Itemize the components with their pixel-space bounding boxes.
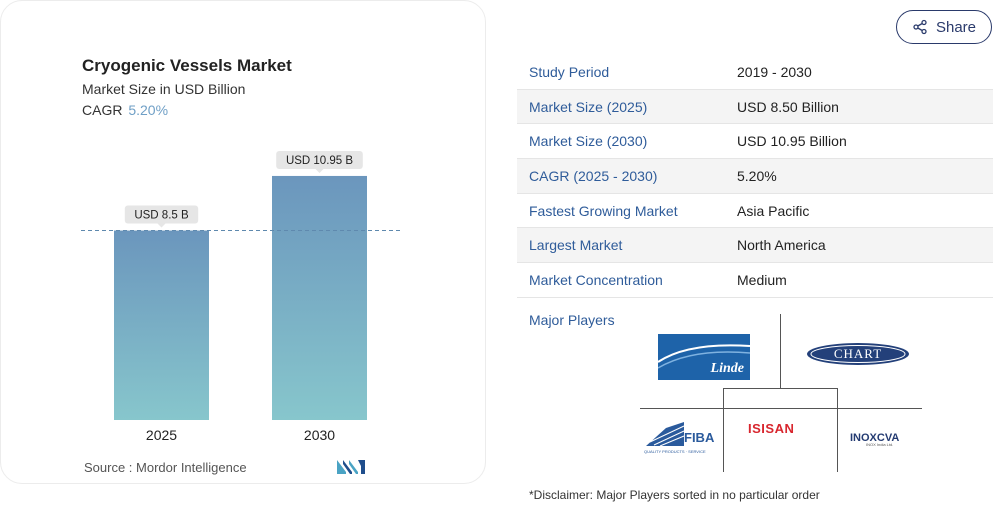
info-value: 2019 - 2030 bbox=[737, 63, 812, 80]
info-row-market-size-2025: Market Size (2025) USD 8.50 Billion bbox=[517, 89, 993, 125]
info-row-fastest-growing: Fastest Growing Market Asia Pacific bbox=[517, 194, 993, 229]
share-label: Share bbox=[935, 18, 977, 36]
info-key: Fastest Growing Market bbox=[529, 202, 678, 219]
divider bbox=[837, 388, 838, 472]
chart-subtitle: Market Size in USD Billion bbox=[82, 81, 246, 97]
disclaimer: *Disclaimer: Major Players sorted in no … bbox=[529, 488, 820, 502]
divider bbox=[780, 314, 781, 388]
fiba-logo-text: FIBA bbox=[684, 430, 715, 445]
chart-cagr: CAGR 5.20% bbox=[82, 102, 168, 118]
inoxcva-logo-subtext: INOX India Ltd. bbox=[866, 442, 894, 447]
divider bbox=[640, 408, 922, 409]
fiba-logo-subtext: QUALITY PRODUCTS · SERVICE bbox=[644, 449, 706, 454]
chart-logo-text: CHART bbox=[833, 346, 883, 361]
svg-text:USD 10.95 B: USD 10.95 B bbox=[286, 155, 353, 167]
chart-logo-icon bbox=[807, 343, 909, 365]
divider bbox=[723, 388, 838, 389]
inoxcva-logo-text: INOXCVA bbox=[850, 432, 900, 444]
share-icon bbox=[913, 19, 927, 35]
info-key: Largest Market bbox=[529, 237, 623, 254]
data-label-2030: USD 10.95 B bbox=[276, 150, 363, 173]
info-row-market-size-2030: Market Size (2030) USD 10.95 Billion bbox=[517, 124, 993, 160]
chart-source: Source : Mordor Intelligence bbox=[84, 460, 247, 475]
svg-text:USD 8.5 B: USD 8.5 B bbox=[134, 210, 189, 222]
chart-card: Cryogenic Vessels Market Market Size in … bbox=[0, 0, 486, 484]
mordor-intelligence-logo-icon bbox=[337, 460, 365, 474]
info-value: Medium bbox=[737, 271, 787, 288]
major-players-label: Major Players bbox=[529, 312, 615, 328]
isisan-logo-text: ISISAN bbox=[748, 421, 795, 436]
isisan-logo[interactable]: ISISAN bbox=[748, 420, 818, 438]
info-value: USD 8.50 Billion bbox=[737, 98, 839, 115]
info-key: Market Size (2030) bbox=[529, 133, 648, 150]
info-key: Market Size (2025) bbox=[529, 98, 648, 115]
bar-2030 bbox=[272, 175, 367, 420]
bar-2025 bbox=[114, 230, 209, 420]
info-key: Study Period bbox=[529, 63, 610, 80]
info-value: USD 10.95 Billion bbox=[737, 133, 847, 150]
cagr-label: CAGR bbox=[82, 102, 123, 118]
linde-logo-icon bbox=[657, 334, 751, 380]
info-row-largest-market: Largest Market North America bbox=[517, 228, 993, 264]
bar-chart: USD 8.5 B 2025 USD 10.95 B 2030 bbox=[81, 150, 401, 443]
cagr-value: 5.20% bbox=[128, 102, 169, 118]
info-value: Asia Pacific bbox=[737, 202, 810, 219]
fiba-logo[interactable]: FIBA QUALITY PRODUCTS · SERVICE bbox=[644, 418, 714, 458]
info-row-cagr: CAGR (2025 - 2030) 5.20% bbox=[517, 159, 993, 194]
data-label-2025: USD 8.5 B bbox=[124, 205, 199, 228]
info-row-concentration: Market Concentration Medium bbox=[517, 263, 993, 298]
x-tick-label-2025: 2025 bbox=[146, 427, 177, 443]
share-button[interactable]: Share bbox=[896, 10, 992, 44]
market-info-table: Study Period 2019 - 2030 Market Size (20… bbox=[517, 55, 993, 298]
major-players-logos: Linde CHART FIBA QUALITY PRODUCTS · SERV… bbox=[640, 314, 922, 472]
inoxcva-logo[interactable]: INOXCVA INOX India Ltd. bbox=[850, 428, 914, 452]
x-tick-label-2030: 2030 bbox=[304, 427, 335, 443]
info-key: CAGR (2025 - 2030) bbox=[529, 167, 658, 184]
info-row-study-period: Study Period 2019 - 2030 bbox=[517, 55, 993, 90]
info-key: Market Concentration bbox=[529, 271, 663, 288]
divider bbox=[723, 388, 724, 472]
chart-logo[interactable]: CHART bbox=[806, 342, 910, 366]
fiba-logo-icon bbox=[646, 422, 685, 447]
linde-logo-text: Linde bbox=[710, 361, 744, 376]
chart-title: Cryogenic Vessels Market bbox=[82, 56, 292, 75]
info-value: North America bbox=[737, 237, 826, 254]
info-value: 5.20% bbox=[737, 167, 777, 184]
linde-logo[interactable]: Linde bbox=[657, 334, 751, 380]
